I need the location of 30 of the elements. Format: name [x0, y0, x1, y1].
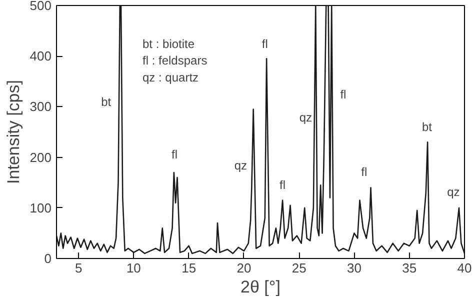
annotation: fl — [262, 37, 268, 52]
x-tick-label: 40 — [457, 260, 472, 276]
annotation: qz — [234, 158, 247, 172]
line-series — [56, 6, 464, 254]
annotation: qz : quartz — [142, 70, 199, 84]
y-tick-label: 0 — [44, 251, 52, 266]
annotation: fl — [361, 165, 368, 180]
annotation: bt — [422, 120, 433, 134]
y-tick-label: 200 — [30, 150, 52, 165]
x-tick-label: 10 — [126, 260, 141, 276]
y-tick-label: 100 — [30, 200, 52, 216]
annotation: fl : feldspars — [142, 54, 208, 68]
x-tick-label: 25 — [292, 260, 306, 276]
annotation: bt : biotite — [142, 37, 195, 52]
x-tick-label: 35 — [402, 260, 417, 276]
annotation: fl — [340, 88, 346, 102]
x-tick-label: 30 — [347, 260, 362, 276]
annotation: fl — [171, 147, 178, 162]
x-tick-label: 20 — [236, 260, 252, 276]
y-tick-label: 400 — [30, 48, 52, 64]
annotation: qz — [299, 110, 312, 124]
y-axis-title: Intensity [cps] — [4, 80, 23, 184]
x-tick-label: 5 — [74, 260, 82, 276]
annotation: bt — [101, 95, 112, 110]
x-axis-title: 2θ [°] — [240, 278, 280, 296]
y-tick-label: 300 — [30, 99, 52, 114]
annotation: fl — [280, 178, 286, 192]
x-tick-label: 15 — [182, 260, 196, 276]
y-tick-label: 500 — [30, 0, 52, 13]
annotation: qz — [447, 184, 460, 199]
